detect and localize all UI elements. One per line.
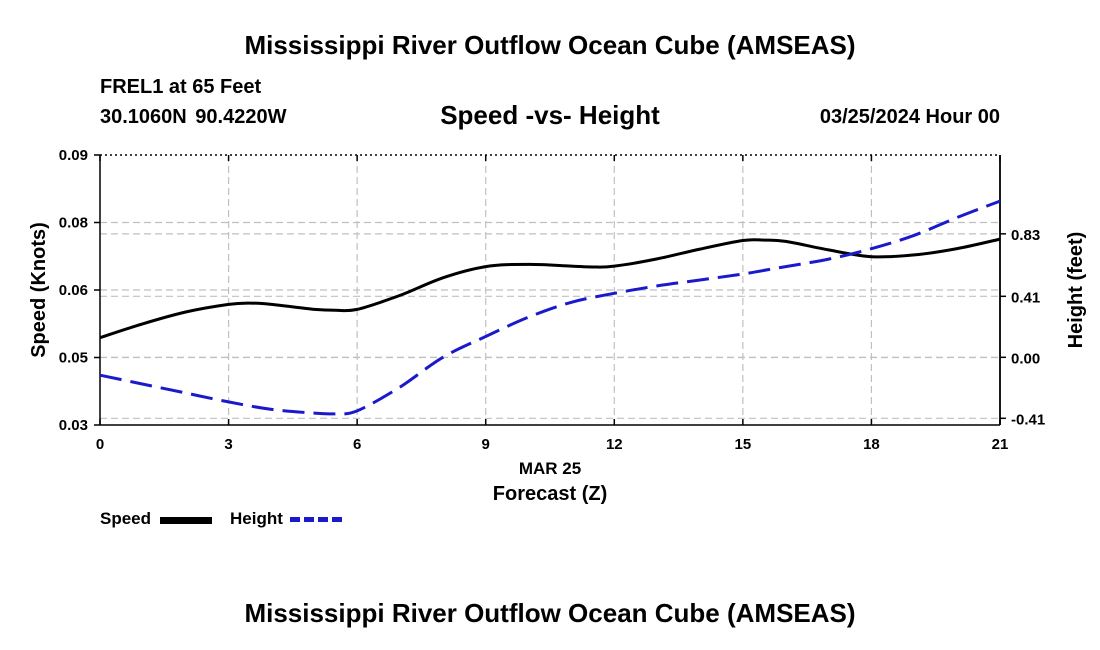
y-tick-label: 0.05 xyxy=(59,350,88,367)
x-tick-label: 3 xyxy=(224,436,232,453)
legend-height-label: Height xyxy=(230,509,283,528)
y-tick-label: 0.09 xyxy=(59,147,88,164)
x-tick-label: 15 xyxy=(735,436,752,453)
forecast-datetime: 03/25/2024 Hour 00 xyxy=(819,106,1000,128)
y2-tick-label: -0.41 xyxy=(1011,411,1045,428)
series-line-height xyxy=(99,199,1001,416)
chart-title: Speed -vs- Height xyxy=(440,100,660,130)
x-axis-title: Forecast (Z) xyxy=(493,483,607,505)
y2-tick-label: 0.41 xyxy=(1011,289,1040,306)
x-tick-label: 6 xyxy=(353,436,361,453)
coordinates-label: 30.1060N 90.4220W xyxy=(100,106,287,128)
x-tick-label: 12 xyxy=(606,436,623,453)
legend-speed-swatch xyxy=(160,517,212,524)
footer-title: Mississippi River Outflow Ocean Cube (AM… xyxy=(244,598,856,628)
x-tick-label: 9 xyxy=(482,436,490,453)
x-tick-label: 0 xyxy=(96,436,104,453)
y-tick-label: 0.06 xyxy=(59,282,88,299)
x-tick-label: 18 xyxy=(863,436,880,453)
y2-axis-title: Height (feet) xyxy=(1065,232,1087,349)
y2-tick-label: 0.00 xyxy=(1011,350,1040,367)
series-line-speed xyxy=(99,237,1001,340)
y-tick-label: 0.03 xyxy=(59,417,88,434)
y-tick-label: 0.08 xyxy=(59,215,88,232)
grid-layer xyxy=(100,155,1000,425)
axis-layer xyxy=(94,154,1006,426)
station-label: FREL1 at 65 Feet xyxy=(100,76,262,98)
x-axis-date-label: MAR 25 xyxy=(519,459,581,478)
legend-speed-label: Speed xyxy=(100,509,152,528)
x-tick-label: 21 xyxy=(992,436,1009,453)
legend-height-swatch xyxy=(290,517,342,522)
label-layer: 0 3 6 9 12 15 18 21 0.03 0.05 0.06 0.08 0.09 -0.41 0.0… xyxy=(28,147,1087,505)
y2-tick-label: 0.83 xyxy=(1011,227,1040,244)
series-layer xyxy=(99,199,1001,416)
y-axis-title: Speed (Knots) xyxy=(28,222,50,358)
main-title: Mississippi River Outflow Ocean Cube (AM… xyxy=(244,30,856,60)
